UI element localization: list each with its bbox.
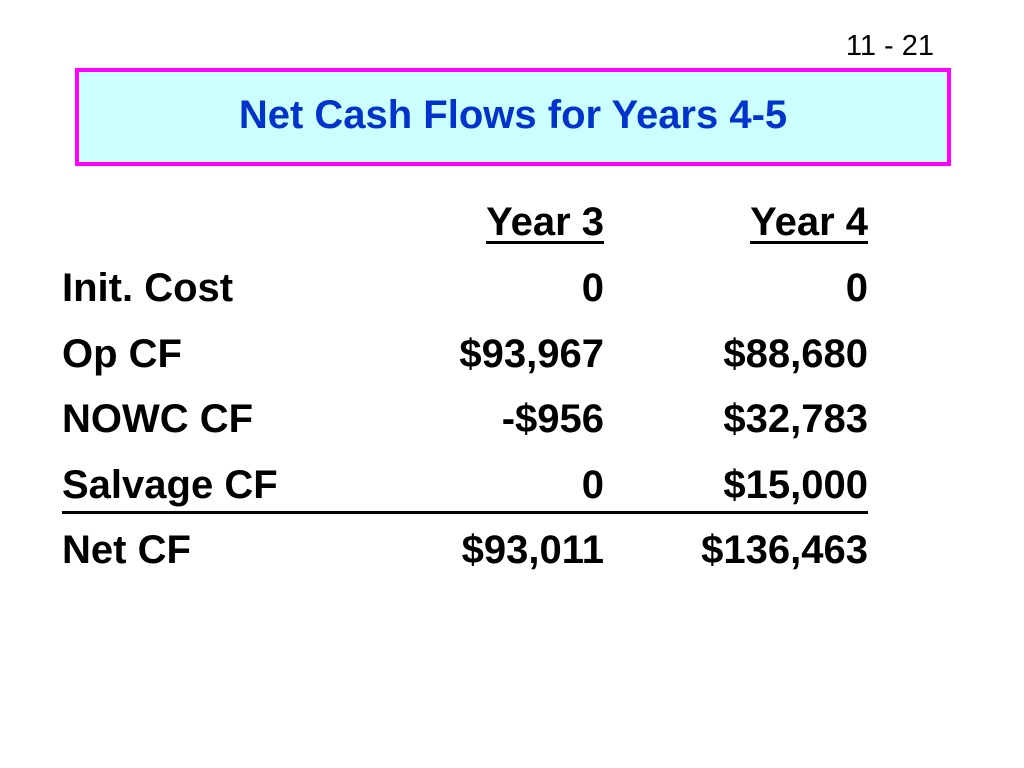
row-value-year-4: $32,783 [723,397,868,441]
row-label: Op CF [62,332,182,376]
row-value-year-3: -$956 [501,397,604,441]
row-label: Salvage CF [62,463,278,507]
row-value-year-3: 0 [581,463,604,507]
row-value-year-3: 0 [581,266,604,310]
table-row-salvage-cf: Salvage CF 0 $15,000 [62,459,868,514]
row-value-year-4: 0 [845,266,868,310]
slide-number: 11 - 21 [845,30,934,62]
table-row-op-cf: Op CF $93,967 $88,680 [62,328,868,380]
row-label: Net CF [62,528,191,572]
row-value-year-4: $88,680 [723,332,868,376]
table-header-row: Year 3 Year 4 [62,196,868,248]
header-year-3: Year 3 [486,200,604,244]
table-row-init-cost: Init. Cost 0 0 [62,262,868,314]
row-value-year-4: $136,463 [701,528,868,572]
row-label: Init. Cost [62,266,234,310]
row-label: NOWC CF [62,397,254,441]
row-value-year-3: $93,967 [459,332,604,376]
row-value-year-4: $15,000 [723,463,868,507]
title-box: Net Cash Flows for Years 4-5 [75,68,951,166]
row-value-year-3: $93,011 [461,528,604,572]
table-row-net-cf: Net CF $93,011 $136,463 [62,524,868,576]
page-title: Net Cash Flows for Years 4-5 [238,93,788,137]
table-row-nowc-cf: NOWC CF -$956 $32,783 [62,393,868,445]
header-year-4: Year 4 [750,200,868,244]
